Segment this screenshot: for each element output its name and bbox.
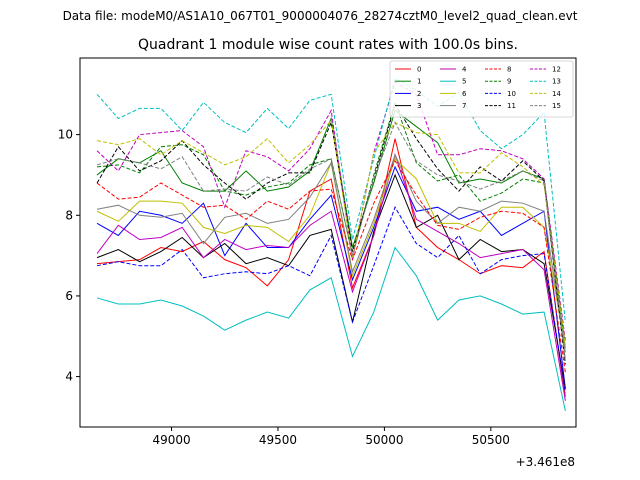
series-line-12 (96, 81, 566, 341)
series-line-3 (96, 173, 566, 389)
series-line-0 (96, 138, 566, 397)
legend-label-1: 1 (417, 78, 421, 86)
plot-area (79, 57, 577, 428)
legend-label-7: 7 (462, 102, 466, 110)
x-tick-label: 49000 (152, 433, 190, 447)
legend-label-11: 11 (507, 102, 516, 110)
legend-label-12: 12 (552, 66, 561, 74)
legend-label-14: 14 (552, 90, 561, 98)
series-line-7 (96, 153, 566, 353)
legend-label-10: 10 (507, 90, 516, 98)
legend-label-3: 3 (417, 102, 421, 110)
series-line-15 (96, 121, 566, 361)
chart-title: Quadrant 1 module wise count rates with … (138, 37, 518, 53)
legend-frame (389, 60, 574, 118)
legend-label-2: 2 (417, 90, 421, 98)
x-axis: 49000 49500 50000 50500 (152, 427, 510, 447)
y-tick-label: 10 (58, 128, 73, 142)
legend-label-8: 8 (507, 66, 511, 74)
x-tick-label: 50500 (472, 433, 510, 447)
legend-label-13: 13 (552, 78, 561, 86)
axes-frame (79, 57, 577, 428)
series-line-11 (96, 103, 566, 365)
y-axis: 4 6 8 10 (58, 128, 80, 384)
legend-label-9: 9 (507, 78, 511, 86)
y-tick-label: 4 (65, 370, 73, 384)
series-line-1 (96, 109, 566, 349)
y-tick-label: 6 (65, 289, 73, 303)
x-tick-label: 49500 (259, 433, 297, 447)
y-tick-label: 8 (65, 208, 73, 222)
x-tick-label: 50000 (365, 433, 403, 447)
figure-suptitle: Data file: modeM0/AS1A10_067T01_90000040… (63, 9, 578, 23)
legend-label-5: 5 (462, 78, 466, 86)
series-line-4 (96, 153, 566, 401)
series-line-13 (96, 77, 566, 323)
legend-label-4: 4 (462, 66, 467, 74)
series-line-10 (96, 206, 566, 393)
x-axis-offset-label: +3.461e8 (516, 455, 575, 469)
legend-label-6: 6 (462, 90, 467, 98)
series-line-5 (96, 246, 566, 411)
legend-label-0: 0 (417, 66, 421, 74)
series-line-14 (96, 119, 566, 345)
series-layer (96, 77, 566, 411)
series-line-2 (96, 165, 566, 389)
legend-label-15: 15 (552, 102, 561, 110)
